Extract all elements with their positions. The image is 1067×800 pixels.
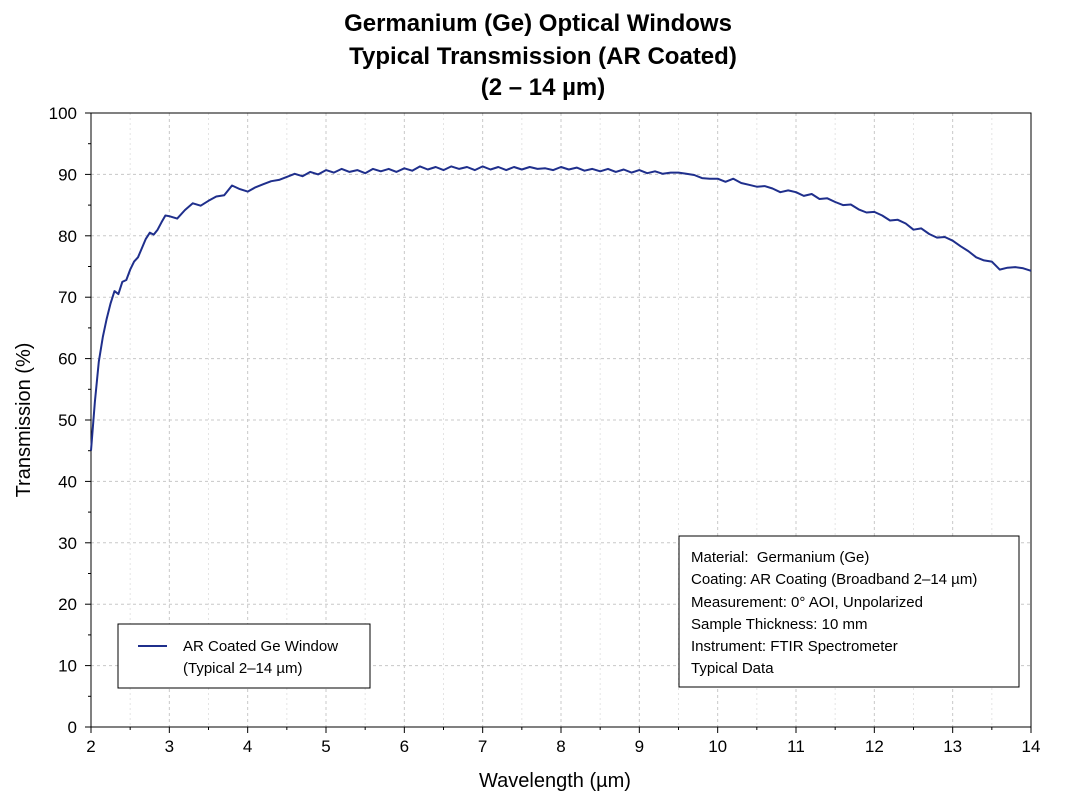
x-tick-label: 5 [321, 737, 330, 756]
legend-box [117, 623, 371, 689]
y-tick-label: 40 [58, 472, 77, 491]
x-tick-label: 13 [943, 737, 962, 756]
y-tick-label: 0 [68, 718, 77, 737]
x-tick-label: 9 [635, 737, 644, 756]
info-instrument: Instrument: FTIR Spectrometer [691, 638, 898, 655]
x-tick-label: 4 [243, 737, 252, 756]
x-tick-label: 3 [165, 737, 174, 756]
plot-frame [90, 112, 1032, 728]
x-tick-label: 6 [400, 737, 409, 756]
legend-entry-line1: AR Coated Ge Window [183, 638, 338, 655]
info-thickness: Sample Thickness: 10 mm [691, 616, 867, 633]
info-box: Material: Germanium (Ge) Coating: AR Coa… [678, 535, 1020, 688]
series-line-ar-coated-ge [90, 165, 1032, 451]
y-axis-label: Transmission (%) [13, 343, 35, 498]
y-tick-label: 10 [58, 657, 77, 676]
y-tick-label: 100 [49, 104, 77, 123]
y-axis-ticks: 0 10 20 30 40 50 60 70 80 90 100 [49, 104, 91, 737]
info-measurement: Measurement: 0° AOI, Unpolarized [691, 594, 923, 611]
info-coating: Coating: AR Coating (Broadband 2–14 µm) [691, 571, 977, 588]
y-tick-label: 50 [58, 411, 77, 430]
x-tick-label: 14 [1022, 737, 1041, 756]
chart-subtitle-range: (2 – 14 µm) [481, 74, 606, 101]
chart-title: Germanium (Ge) Optical Windows [344, 10, 732, 37]
y-tick-label: 70 [58, 288, 77, 307]
x-tick-label: 2 [86, 737, 95, 756]
x-tick-label: 12 [865, 737, 884, 756]
legend: AR Coated Ge Window (Typical 2–14 µm) [117, 623, 371, 689]
info-material: Material: Germanium (Ge) [691, 549, 869, 566]
y-tick-label: 90 [58, 165, 77, 184]
x-axis-label: Wavelength (µm) [479, 770, 631, 792]
info-typical: Typical Data [691, 660, 774, 677]
x-tick-label: 11 [787, 737, 805, 756]
y-tick-label: 60 [58, 350, 77, 369]
legend-entry-line2: (Typical 2–14 µm) [183, 660, 303, 677]
info-box-frame [678, 535, 1020, 688]
x-tick-label: 10 [708, 737, 727, 756]
y-tick-label: 80 [58, 227, 77, 246]
chart-subtitle: Typical Transmission (AR Coated) [349, 43, 737, 70]
y-tick-label: 30 [58, 534, 77, 553]
x-tick-label: 7 [478, 737, 487, 756]
x-tick-label: 8 [556, 737, 565, 756]
x-axis-ticks: 2 3 4 5 6 7 8 9 10 11 12 13 14 [86, 727, 1040, 756]
y-tick-label: 20 [58, 595, 77, 614]
